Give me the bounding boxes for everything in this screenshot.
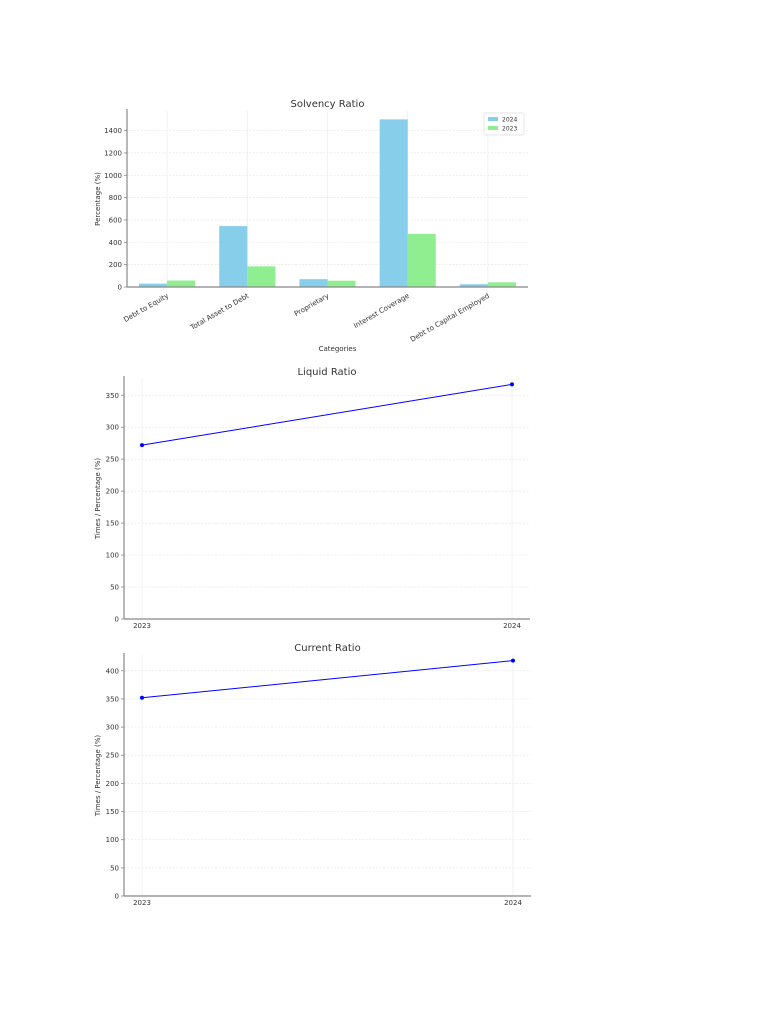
y-tick-label: 150: [106, 808, 119, 816]
data-point: [511, 658, 515, 663]
bar-2023: [327, 280, 356, 287]
y-tick-label: 200: [109, 261, 122, 269]
x-tick-label: Debt to Capital Employed: [409, 292, 491, 344]
legend-swatch-2023: [488, 126, 498, 130]
y-tick-label: 400: [109, 239, 122, 247]
bar-2023: [407, 233, 436, 287]
legend-label-2023: 2023: [502, 126, 517, 133]
y-tick-label: 50: [110, 864, 119, 872]
solvency-ratio-chart: Solvency Ratio 0 200 400 600 800 1000 1200 1400 D…: [90, 92, 540, 360]
data-line: [141, 383, 513, 446]
x-tick-label: 2024: [504, 899, 522, 907]
y-tick-label: 100: [106, 836, 119, 844]
x-tick-label: 2023: [133, 622, 151, 630]
bar-2024: [219, 226, 248, 287]
bar-2023: [247, 266, 276, 287]
x-tick-label: Proprietary: [293, 292, 331, 318]
data-point: [140, 443, 144, 448]
y-tick-label: 150: [106, 520, 119, 528]
y-tick-label: 250: [106, 752, 119, 760]
y-axis-label: Times / Percentage (%): [94, 458, 102, 541]
y-tick-label: 350: [106, 392, 119, 400]
y-tick-label: 100: [106, 552, 119, 560]
chart-title: Solvency Ratio: [291, 99, 365, 110]
y-tick-label: 250: [106, 456, 119, 464]
bar-2023: [487, 282, 516, 287]
y-tick-label: 200: [106, 780, 119, 788]
x-tick-label: 2023: [133, 899, 151, 907]
bar-2024: [379, 119, 408, 287]
bar-2024: [459, 284, 488, 287]
data-line: [141, 660, 514, 699]
y-tick-label: 1400: [104, 127, 122, 135]
current-ratio-plot: Current Ratio 0 50 100 150 200 250 300 350 400 202…: [94, 643, 531, 907]
y-tick-label: 1000: [104, 172, 122, 180]
x-tick-label: Total Asset to Debt: [188, 292, 250, 333]
current-ratio-chart: Current Ratio 0 50 100 150 200 250 300 350 400 202…: [90, 636, 540, 916]
liquid-ratio-plot: Liquid Ratio 0 50 100 150 200 250 300 350 2023 202…: [94, 367, 530, 630]
data-point: [510, 382, 514, 387]
y-tick-label: 0: [115, 616, 119, 624]
y-tick-label: 300: [106, 724, 119, 732]
chart-title: Liquid Ratio: [297, 367, 356, 378]
y-axis-label: Times / Percentage (%): [94, 735, 102, 818]
y-axis-label: Percentage (%): [94, 172, 102, 226]
y-tick-label: 800: [109, 194, 122, 202]
liquid-ratio-chart: Liquid Ratio 0 50 100 150 200 250 300 350 2023 202…: [90, 360, 540, 635]
x-tick-label: 2024: [503, 622, 521, 630]
x-tick-label: Debt to Equity: [122, 292, 170, 324]
y-tick-label: 0: [115, 893, 119, 901]
legend-swatch-2024: [488, 117, 498, 121]
x-tick-label: Interest Coverage: [352, 292, 410, 330]
y-tick-label: 600: [109, 216, 122, 224]
bar-2024: [139, 283, 168, 287]
y-tick-label: 200: [106, 488, 119, 496]
chart-title: Current Ratio: [294, 643, 360, 654]
bar-2024: [299, 279, 328, 287]
y-tick-label: 50: [110, 584, 119, 592]
legend-label-2024: 2024: [502, 117, 517, 124]
y-tick-label: 0: [118, 284, 122, 292]
y-tick-label: 1200: [104, 149, 122, 157]
data-point: [140, 695, 144, 700]
solvency-ratio-plot: Solvency Ratio 0 200 400 600 800 1000 1200 1400 D…: [94, 99, 528, 353]
y-tick-label: 300: [106, 424, 119, 432]
y-tick-label: 400: [106, 667, 119, 675]
bar-2023: [167, 280, 196, 287]
x-axis-label: Categories: [319, 345, 357, 353]
y-tick-label: 350: [106, 695, 119, 703]
